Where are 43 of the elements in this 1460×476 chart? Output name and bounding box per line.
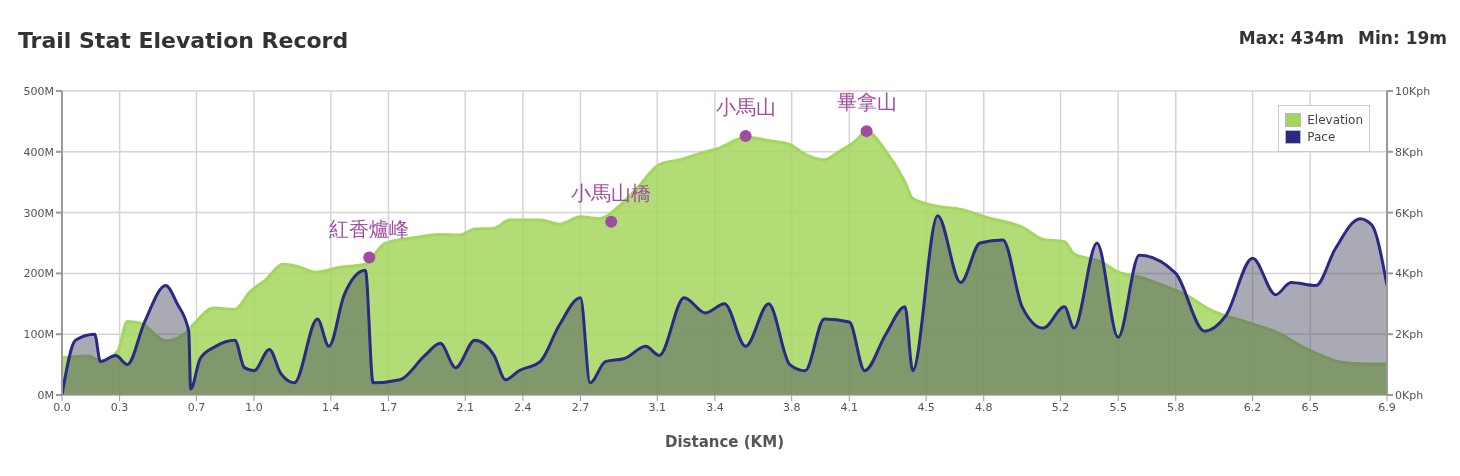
x-tick-label: 2.1 [456, 400, 475, 414]
y2-tick-label: 6Kph [1395, 206, 1424, 220]
chart-title: Trail Stat Elevation Record [18, 28, 349, 53]
annotation: 小馬山 [715, 94, 776, 119]
x-tick-label: 0.3 [110, 400, 129, 414]
x-tick-label: 1.7 [379, 400, 398, 414]
x-tick-label: 1.4 [322, 400, 340, 414]
x-tick-label: 6.9 [1378, 400, 1396, 414]
x-tick-label: 4.5 [917, 400, 935, 414]
x-tick-label: 5.2 [1051, 400, 1070, 414]
y2-tick-label: 0Kph [1395, 388, 1424, 402]
y2-tick-label: 2Kph [1395, 328, 1424, 342]
y-tick-label: 100M [23, 328, 54, 342]
x-tick-label: 5.8 [1167, 400, 1185, 414]
annotation: 畢拿山 [836, 90, 897, 115]
y2-tick-label: 4Kph [1395, 267, 1424, 281]
y-tick-label: 500M [23, 84, 54, 98]
x-tick-label: 6.2 [1243, 400, 1262, 414]
text: Max: 434m [1238, 28, 1345, 48]
x-tick-label: 1.0 [245, 400, 263, 414]
x-tick-label: 3.1 [648, 400, 667, 414]
annotation: 小馬山橋 [571, 180, 652, 205]
x-tick-label: 3.4 [706, 400, 724, 414]
x-tick-label: 4.1 [840, 400, 859, 414]
y-tick-label: 0M [37, 388, 54, 402]
x-tick-label: 0.0 [53, 400, 71, 414]
x-tick-label: 5.5 [1109, 400, 1127, 414]
y-tick-label: 400M [23, 145, 54, 159]
legend-label: Elevation [1307, 113, 1363, 127]
legend-label: Pace [1307, 130, 1336, 144]
y2-tick-label: 10Kph [1395, 84, 1431, 98]
x-tick-label: 2.7 [571, 400, 590, 414]
x-tick-label: 2.4 [514, 400, 532, 414]
y-tick-label: 300M [23, 206, 54, 220]
x-tick-label: 6.5 [1301, 400, 1319, 414]
annotation: 紅香爐峰 [329, 216, 410, 241]
text: Min: 19m [1358, 28, 1447, 48]
y2-tick-label: 8Kph [1395, 145, 1424, 159]
y-tick-label: 200M [23, 267, 54, 281]
x-tick-label: 3.8 [782, 400, 801, 414]
x-axis-title: Distance (KM) [664, 433, 785, 451]
x-tick-label: 4.8 [974, 400, 993, 414]
x-tick-label: 0.7 [187, 400, 206, 414]
